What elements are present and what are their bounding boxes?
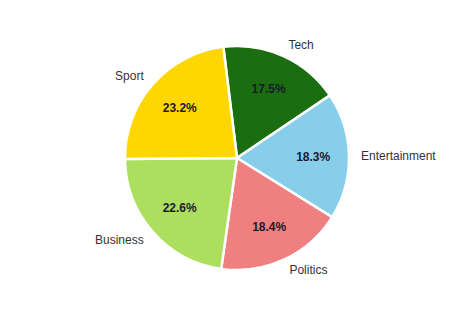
svg-text:23.2%: 23.2% bbox=[163, 101, 197, 115]
svg-text:22.6%: 22.6% bbox=[163, 201, 197, 215]
svg-text:18.4%: 18.4% bbox=[252, 220, 286, 234]
svg-text:Tech: Tech bbox=[288, 38, 313, 52]
svg-text:Politics: Politics bbox=[289, 263, 327, 277]
svg-text:17.5%: 17.5% bbox=[252, 82, 286, 96]
svg-text:Business: Business bbox=[95, 233, 144, 247]
svg-text:18.3%: 18.3% bbox=[296, 150, 330, 164]
svg-text:Sport: Sport bbox=[115, 69, 144, 83]
svg-text:Entertainment: Entertainment bbox=[361, 149, 436, 163]
